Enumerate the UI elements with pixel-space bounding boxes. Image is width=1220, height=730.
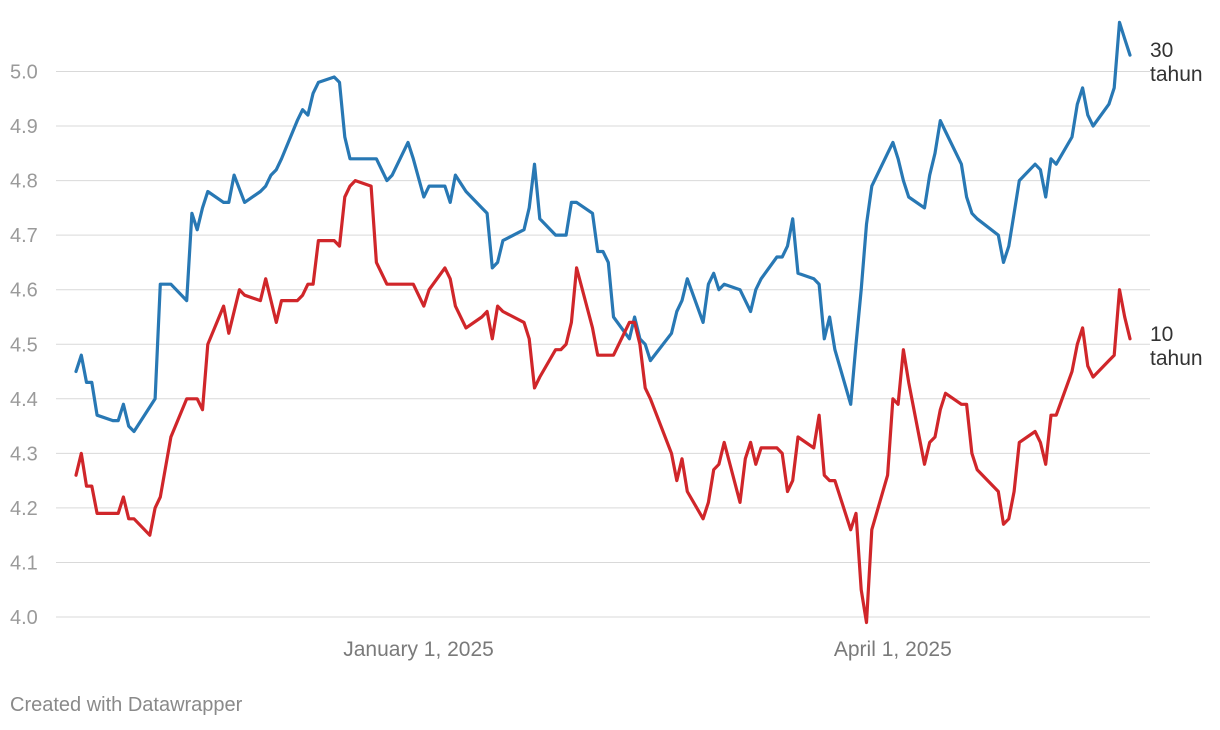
y-tick-label: 4.3 [10, 443, 38, 465]
x-axis: January 1, 2025 April 1, 2025 [343, 638, 952, 661]
y-tick-label: 4.4 [10, 389, 38, 411]
series-labels: 30 tahun 10 tahun [1150, 39, 1203, 370]
y-tick-label: 4.1 [10, 552, 38, 574]
gridlines [56, 71, 1150, 618]
y-tick-label: 5.0 [10, 62, 38, 84]
series-label-30-tahun: 30 tahun [1150, 39, 1203, 86]
y-tick-label: 4.9 [10, 116, 38, 138]
series-label-10-tahun: 10 tahun [1150, 323, 1203, 370]
credit-text: Created with Datawrapper [10, 694, 243, 716]
series-lines [74, 20, 1132, 625]
y-tick-label: 4.0 [10, 607, 38, 629]
y-tick-label: 4.7 [10, 225, 38, 247]
x-tick-label: January 1, 2025 [343, 638, 494, 661]
y-tick-label: 4.5 [10, 334, 38, 356]
series-line-10-tahun [74, 179, 1132, 625]
series-line-30-tahun [74, 20, 1132, 434]
y-tick-label: 4.6 [10, 280, 38, 302]
y-axis: 4.0 4.1 4.2 4.3 4.4 4.5 4.6 4.7 4.8 4.9 5.0 [10, 62, 38, 630]
y-tick-label: 4.8 [10, 171, 38, 193]
x-tick-label: April 1, 2025 [834, 638, 952, 661]
y-tick-label: 4.2 [10, 498, 38, 520]
